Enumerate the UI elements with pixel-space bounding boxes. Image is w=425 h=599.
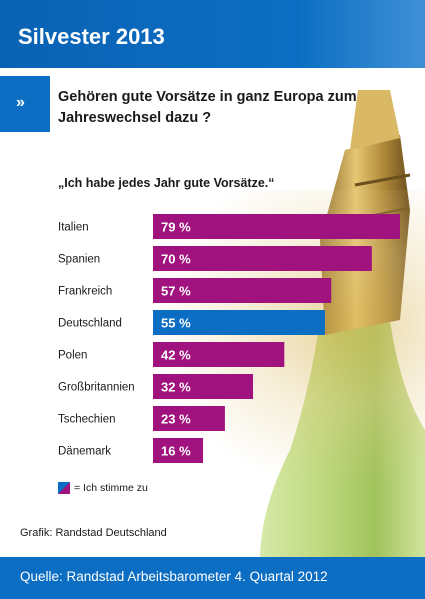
value-label: 70 % [161,252,191,267]
category-label: Großbritannien [58,382,135,394]
category-label: Frankreich [58,286,112,298]
category-label: Deutschland [58,318,122,330]
bar-dänemark [153,438,204,463]
subhead-question: Gehören gute Vorsätze in ganz Europa zum… [58,89,357,126]
category-label: Spanien [58,254,100,266]
header-bar: Silvester 2013 [0,0,425,68]
legend: = Ich stimme zu [58,482,148,494]
bar-tschechien [153,406,225,431]
source-note: Quelle: Randstad Arbeitsbarometer 4. Qua… [20,569,328,584]
graphic-credit: Grafik: Randstad Deutschland [20,527,167,539]
value-label: 79 % [161,220,191,235]
legend-swatch [58,482,70,494]
value-label: 55 % [161,316,191,331]
subhead-marker: » [0,76,50,132]
value-label: 32 % [161,380,191,395]
bar-frankreich [153,278,332,303]
category-label: Polen [58,350,87,362]
legend-label: = Ich stimme zu [74,482,148,494]
bar-polen [153,342,285,367]
chevron-right-icon: » [16,94,25,111]
bar-deutschland [153,310,325,335]
value-label: 57 % [161,284,191,299]
chart-title: „Ich habe jedes Jahr gute Vorsätze.“ [58,176,275,190]
category-label: Tschechien [58,414,116,426]
value-label: 23 % [161,412,191,427]
page-title: Silvester 2013 [18,24,165,49]
value-label: 42 % [161,348,191,363]
bar-italien [153,214,400,239]
bar-großbritannien [153,374,254,399]
category-label: Italien [58,222,89,234]
category-label: Dänemark [58,446,111,458]
footer-bar: Quelle: Randstad Arbeitsbarometer 4. Qua… [0,557,425,599]
bar-spanien [153,246,372,271]
value-label: 16 % [161,444,191,459]
